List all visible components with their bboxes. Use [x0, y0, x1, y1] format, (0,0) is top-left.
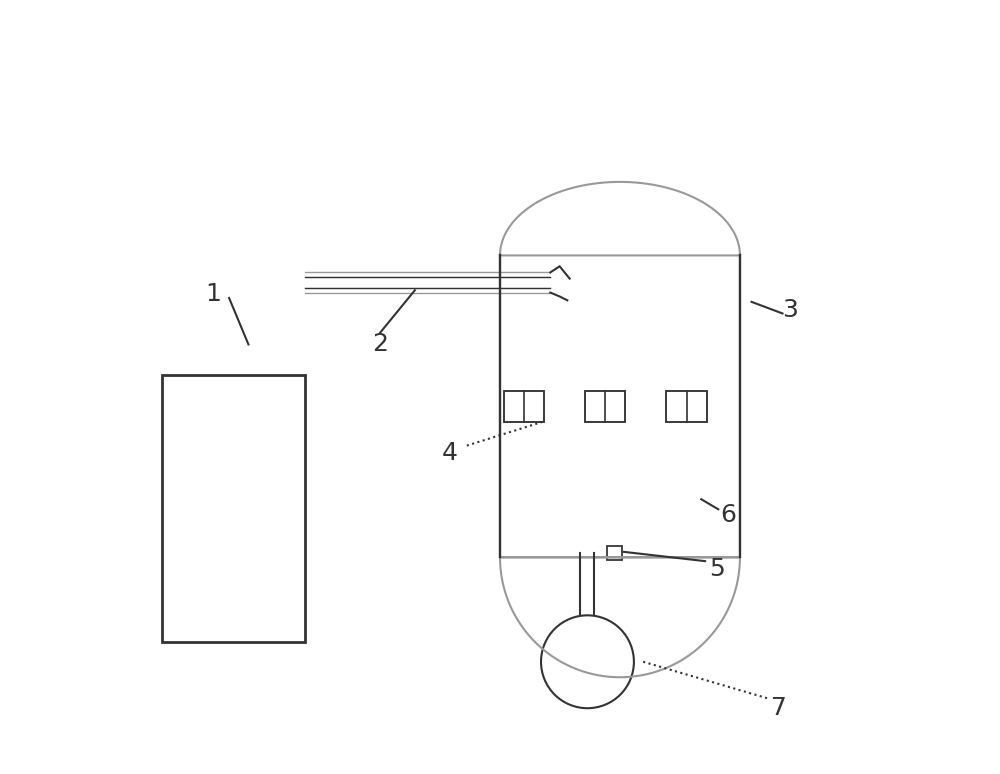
Bar	[666, 391, 707, 422]
Text: 1: 1	[206, 282, 222, 307]
Text: 2: 2	[372, 332, 388, 357]
Text: 7: 7	[771, 696, 787, 721]
Bar	[607, 546, 622, 560]
Text: 6: 6	[720, 502, 736, 527]
Circle shape	[541, 615, 634, 708]
Text: 4: 4	[442, 440, 458, 465]
Text: 5: 5	[709, 557, 725, 581]
Bar	[162, 375, 305, 642]
Bar	[504, 391, 544, 422]
Bar	[585, 391, 625, 422]
Text: 3: 3	[782, 297, 798, 322]
